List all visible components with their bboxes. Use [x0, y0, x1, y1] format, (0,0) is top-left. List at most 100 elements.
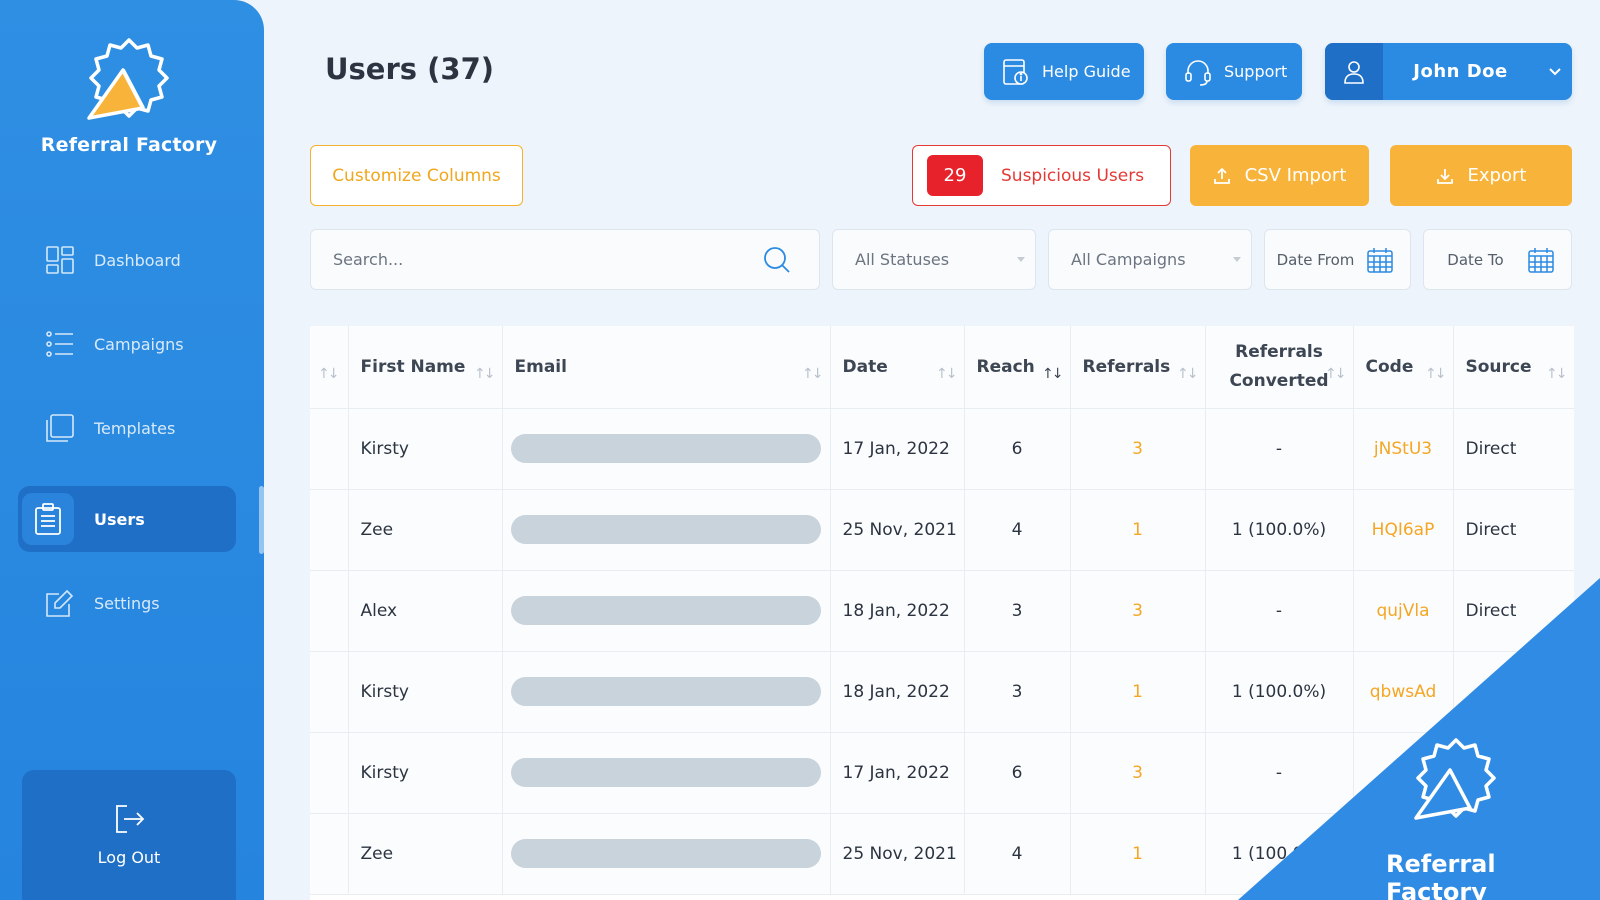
row-select-cell[interactable]: [310, 408, 349, 490]
csv-import-button[interactable]: CSV Import: [1190, 145, 1369, 206]
column-header-label: Referrals Converted: [1229, 341, 1329, 391]
export-button[interactable]: Export: [1390, 145, 1572, 206]
status-filter-select[interactable]: All Statuses: [832, 229, 1036, 290]
cell-date: 17 Jan, 2022: [830, 408, 965, 490]
help-guide-label: Help Guide: [1042, 62, 1131, 81]
sidebar: Referral Factory Dashboard Campaigns Tem…: [0, 0, 264, 900]
column-header-source[interactable]: Source ↑↓: [1453, 326, 1574, 409]
cell-reach: 4: [964, 813, 1071, 895]
table-row[interactable]: Kirsty 18 Jan, 2022 3 1 1 (100.0%) qbwsA…: [310, 651, 1574, 733]
cell-first-name: Zee: [348, 813, 503, 895]
watermark-brand-name: Referral Factory: [1386, 850, 1496, 900]
column-header-label: Code: [1365, 356, 1414, 377]
cell-date: 18 Jan, 2022: [830, 651, 965, 733]
help-guide-button[interactable]: Help Guide: [984, 43, 1144, 100]
column-header-first-name[interactable]: First Name ↑↓: [348, 326, 503, 409]
redacted-email-bar: [510, 839, 821, 868]
row-select-cell[interactable]: [310, 570, 349, 652]
row-select-cell[interactable]: [310, 651, 349, 733]
column-header-referrals[interactable]: Referrals ↑↓: [1070, 326, 1206, 409]
row-select-cell[interactable]: [310, 489, 349, 571]
logout-icon: [22, 804, 236, 838]
cell-reach: 6: [964, 408, 1071, 490]
row-select-cell[interactable]: [310, 813, 349, 895]
cell-email-redacted: [502, 813, 831, 895]
cell-referrals-converted: -: [1205, 408, 1354, 490]
cell-referrals-link[interactable]: 1: [1070, 489, 1206, 571]
cell-email-redacted: [502, 732, 831, 814]
sidebar-item-templates[interactable]: Templates: [18, 395, 236, 461]
select-column-header[interactable]: ↑↓: [310, 326, 349, 409]
cell-date: 18 Jan, 2022: [830, 570, 965, 652]
sort-icon: ↑↓: [1325, 366, 1347, 382]
redacted-email-bar: [510, 434, 821, 463]
campaign-filter-select[interactable]: All Campaigns: [1048, 229, 1252, 290]
sidebar-item-campaigns[interactable]: Campaigns: [18, 311, 236, 377]
cell-source: [1453, 732, 1574, 814]
cell-referrals-converted: 1 (100.0%): [1205, 651, 1354, 733]
date-from-label: Date From: [1276, 250, 1355, 269]
column-header-reach[interactable]: Reach ↑↓: [964, 326, 1071, 409]
cell-reach: 3: [964, 570, 1071, 652]
column-header-label: Source: [1465, 356, 1532, 377]
date-to-field[interactable]: Date To: [1423, 229, 1572, 290]
table-row[interactable]: Zee 25 Nov, 2021 4 1 1 (100.0%) HQI6aP D…: [310, 489, 1574, 571]
user-icon: [1325, 43, 1383, 100]
user-menu-dropdown[interactable]: John Doe: [1325, 43, 1572, 100]
sidebar-item-users[interactable]: Users: [18, 486, 236, 552]
headset-icon: [1184, 58, 1212, 86]
search-input[interactable]: [333, 250, 753, 269]
date-from-field[interactable]: Date From: [1264, 229, 1411, 290]
cell-referrals-link[interactable]: 1: [1070, 651, 1206, 733]
cell-code-link[interactable]: qbwsAd: [1353, 651, 1454, 733]
logout-label: Log Out: [97, 848, 161, 867]
cell-code-link[interactable]: [1353, 732, 1454, 814]
export-label: Export: [1467, 165, 1527, 186]
column-header-email[interactable]: Email ↑↓: [502, 326, 831, 409]
logout-button[interactable]: Log Out: [22, 770, 236, 900]
cell-reach: 4: [964, 489, 1071, 571]
row-select-cell[interactable]: [310, 732, 349, 814]
megaphone-badge-icon: [87, 38, 169, 120]
status-filter-value: All Statuses: [855, 250, 950, 269]
table-row[interactable]: Kirsty 17 Jan, 2022 6 3 -: [310, 732, 1574, 814]
column-header-referrals-converted[interactable]: Referrals Converted ↑↓: [1205, 326, 1354, 409]
date-to-label: Date To: [1447, 250, 1504, 269]
table-row[interactable]: Alex 18 Jan, 2022 3 3 - qujVla Direct: [310, 570, 1574, 652]
cell-code-link[interactable]: qujVla: [1353, 570, 1454, 652]
cell-code-link[interactable]: jNStU3: [1353, 408, 1454, 490]
cell-referrals-link[interactable]: 3: [1070, 732, 1206, 814]
calendar-icon: [1366, 246, 1394, 274]
cell-referrals-link[interactable]: 3: [1070, 570, 1206, 652]
table-row[interactable]: Kirsty 17 Jan, 2022 6 3 - jNStU3 Direct: [310, 408, 1574, 490]
cell-first-name: Kirsty: [348, 651, 503, 733]
page-title: Users (37): [325, 52, 495, 86]
sidebar-item-label: Settings: [94, 593, 160, 613]
cell-referrals-link[interactable]: 1: [1070, 813, 1206, 895]
support-button[interactable]: Support: [1166, 43, 1302, 100]
customize-columns-button[interactable]: Customize Columns: [310, 145, 523, 206]
user-name: John Doe: [1413, 61, 1508, 82]
column-header-date[interactable]: Date ↑↓: [830, 326, 965, 409]
redacted-email-bar: [510, 596, 821, 625]
sort-icon: ↑↓: [1546, 366, 1568, 382]
cell-email-redacted: [502, 651, 831, 733]
redacted-email-bar: [510, 677, 821, 706]
cell-referrals-link[interactable]: 3: [1070, 408, 1206, 490]
table-row[interactable]: Zee 25 Nov, 2021 4 1 1 (100.0%): [310, 813, 1574, 895]
cell-reach: 6: [964, 732, 1071, 814]
users-table: ↑↓ First Name ↑↓ Email ↑↓ Date ↑↓ Reach ↑↓ R…: [310, 326, 1574, 900]
brand-name: Referral Factory: [40, 134, 218, 156]
cell-code-link[interactable]: HQI6aP: [1353, 489, 1454, 571]
column-header-code[interactable]: Code ↑↓: [1353, 326, 1454, 409]
search-icon[interactable]: [763, 246, 791, 274]
suspicious-users-button[interactable]: 29 Suspicious Users: [912, 145, 1171, 206]
clipboard-icon: [22, 493, 74, 545]
cell-referrals-converted: 1 (100.0%): [1205, 813, 1354, 895]
sidebar-scrollbar[interactable]: [259, 486, 264, 554]
brand-logo[interactable]: Referral Factory: [0, 36, 258, 156]
cell-referrals-converted: -: [1205, 570, 1354, 652]
sidebar-item-dashboard[interactable]: Dashboard: [18, 227, 236, 293]
upload-icon: [1213, 167, 1231, 185]
sidebar-item-settings[interactable]: Settings: [18, 570, 236, 636]
